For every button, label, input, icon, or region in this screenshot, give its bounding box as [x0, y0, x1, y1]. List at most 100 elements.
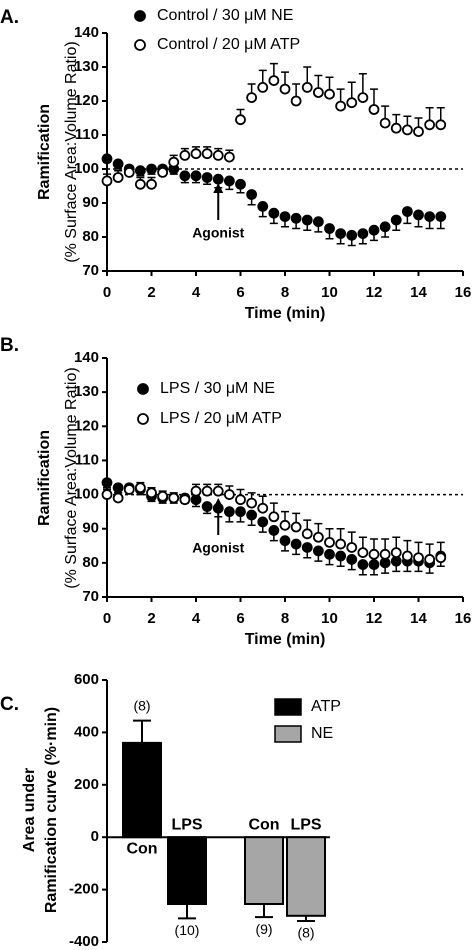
legend-label: NE [311, 725, 333, 742]
legend-label: Control / 30 μM NE [157, 7, 293, 24]
data-point [123, 166, 135, 178]
data-point [413, 552, 424, 564]
data-point [290, 521, 302, 533]
data-point [390, 547, 402, 559]
data-point [368, 224, 380, 236]
x-tick-label: 4 [192, 610, 201, 627]
data-point [290, 212, 302, 224]
data-point [235, 494, 246, 506]
data-point [424, 554, 436, 565]
x-tick-label: 6 [236, 284, 244, 301]
data-point [379, 117, 391, 129]
data-point [123, 484, 135, 495]
x-tick-label: 2 [147, 610, 155, 627]
x-tick-label: 8 [281, 610, 289, 627]
error-bar [178, 904, 196, 920]
data-point [146, 178, 157, 190]
data-point [101, 153, 113, 165]
y-tick-label: 140 [74, 24, 99, 41]
data-point [134, 482, 146, 494]
y-tick-label: 80 [82, 228, 99, 245]
data-point [257, 502, 269, 514]
data-point [357, 547, 369, 559]
data-point [346, 554, 358, 565]
data-point [279, 535, 291, 547]
data-point [346, 97, 358, 109]
data-point [301, 528, 313, 540]
legend-marker [134, 10, 146, 22]
data-point [290, 95, 302, 107]
data-point [335, 550, 347, 562]
y-axis-label: Ramification [36, 430, 53, 526]
data-point [190, 170, 202, 182]
data-point [390, 214, 402, 226]
data-point [101, 477, 113, 489]
y-tick-label: 400 [74, 723, 99, 740]
n-label: (9) [255, 921, 272, 937]
data-point [390, 122, 402, 134]
n-label: (10) [175, 922, 200, 938]
data-point [257, 516, 269, 528]
y-tick-label: 200 [74, 776, 99, 793]
y-tick-label: 110 [75, 126, 99, 143]
x-tick-label: 0 [103, 284, 111, 301]
data-point [312, 531, 324, 543]
data-point [223, 175, 235, 187]
data-point [312, 216, 324, 228]
data-point [246, 497, 258, 509]
data-point [246, 189, 258, 200]
data-point [179, 149, 191, 161]
y-tick-label: -200 [69, 881, 99, 898]
data-point [346, 542, 358, 553]
data-point [290, 538, 302, 550]
data-point [401, 124, 413, 136]
data-point [212, 173, 224, 185]
data-point [357, 92, 369, 103]
data-point [401, 550, 413, 562]
y-tick-label: 80 [82, 554, 99, 571]
y-axis-label: Area under [21, 768, 38, 852]
bar [122, 741, 162, 839]
data-point [168, 492, 180, 504]
data-point [146, 163, 157, 175]
data-point [223, 489, 235, 500]
y-tick-label: 140 [74, 349, 99, 366]
y-tick-label: 90 [82, 194, 99, 211]
data-point [324, 548, 335, 560]
x-axis-label: Time (min) [245, 305, 326, 322]
data-point [268, 75, 280, 86]
data-point [301, 214, 313, 226]
data-point [335, 100, 347, 112]
annotation: Agonist [192, 540, 244, 556]
data-point [212, 485, 224, 497]
data-point [368, 104, 380, 115]
annotation: Agonist [192, 225, 244, 241]
data-point [357, 228, 369, 240]
data-point [368, 548, 380, 560]
panel-label: C. [0, 694, 19, 715]
data-point [357, 559, 369, 570]
data-point [312, 87, 324, 98]
data-point [335, 228, 347, 240]
data-point [235, 114, 246, 126]
x-tick-label: 16 [455, 284, 472, 301]
x-tick-label: 8 [281, 284, 289, 301]
y-tick-label: 0 [91, 828, 99, 845]
y-tick-label: 100 [74, 486, 99, 503]
category-label: Con [248, 816, 279, 833]
legend-marker [134, 39, 146, 51]
n-label: (8) [297, 925, 314, 941]
data-point [190, 485, 202, 497]
data-point [257, 82, 269, 93]
y-tick-label: 90 [82, 520, 99, 537]
data-point [201, 148, 213, 160]
data-point [112, 158, 124, 170]
y-axis-label: Ramification curve (%·min) [43, 707, 60, 913]
legend-swatch [274, 725, 302, 743]
y-axis-label: (% Surface Area:Volume Ratio) [63, 367, 80, 588]
data-point [112, 482, 124, 494]
y-tick-label: -400 [69, 933, 99, 950]
x-tick-label: 12 [366, 610, 383, 627]
data-point [168, 156, 180, 168]
data-point [257, 200, 269, 212]
